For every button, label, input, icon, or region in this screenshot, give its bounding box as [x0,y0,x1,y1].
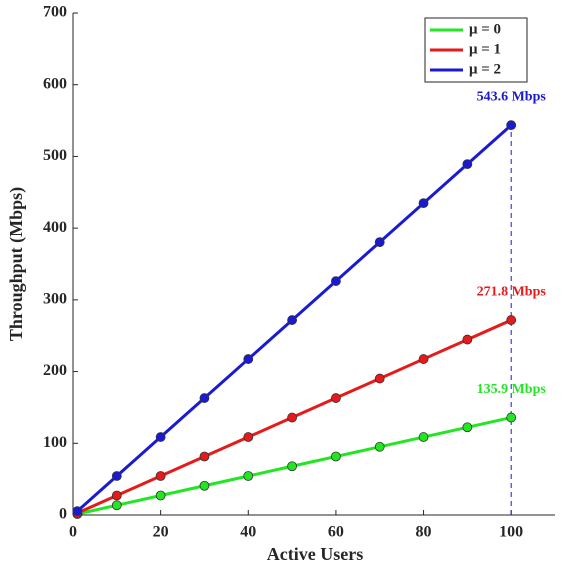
data-point [243,354,254,364]
data-point [462,334,473,345]
data-point [287,315,297,325]
data-point [111,500,122,511]
x-tick-label: 60 [328,524,344,541]
data-point [331,276,341,286]
data-point [374,441,385,452]
data-point [199,393,210,403]
data-point [287,412,297,423]
x-tick-label: 100 [499,524,523,541]
data-point [331,451,341,462]
data-point [418,354,429,364]
value-label: 271.8 Mbps [477,284,547,299]
data-point [243,432,254,442]
data-point [243,471,254,481]
y-tick-label: 500 [43,147,67,164]
x-tick-label: 0 [69,524,77,541]
data-point [506,412,517,423]
x-tick-label: 40 [240,524,256,541]
y-tick-label: 400 [43,219,67,236]
legend-label: μ = 2 [469,61,501,77]
data-point [374,237,385,248]
data-point [155,490,166,501]
y-tick-label: 100 [43,434,67,451]
data-point [111,490,122,501]
data-point [72,506,83,517]
data-point [287,461,297,472]
data-point [374,373,385,384]
legend-label: μ = 0 [469,21,501,37]
data-point [331,393,341,403]
value-label: 135.9 Mbps [477,382,547,397]
y-tick-label: 0 [59,506,67,523]
data-point [418,198,429,209]
y-tick-label: 600 [43,75,67,92]
data-point [155,432,166,442]
data-point [418,432,429,442]
value-label: 543.6 Mbps [477,89,547,104]
data-point [111,471,122,481]
data-point [506,120,517,131]
data-point [199,451,210,462]
legend-label: μ = 1 [469,41,501,57]
data-point [462,159,473,170]
y-tick-label: 200 [43,362,67,379]
y-axis-label: Throughput (Mbps) [6,187,27,341]
x-tick-label: 20 [153,524,169,541]
data-point [462,422,473,433]
y-tick-label: 300 [43,291,67,308]
data-point [155,471,166,481]
data-point [199,480,210,491]
x-axis-label: Active Users [267,544,363,564]
x-tick-label: 80 [416,524,432,541]
data-point [506,315,517,325]
y-tick-label: 700 [43,4,67,21]
